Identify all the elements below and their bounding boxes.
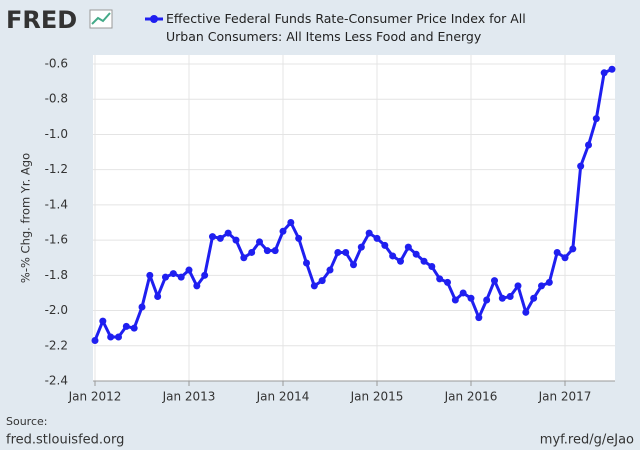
point: [99, 317, 107, 325]
point: [240, 254, 248, 262]
x-tick-label: Jan 2012: [68, 390, 122, 404]
logo-icon: [89, 9, 113, 29]
y-tick-label: -2.4: [45, 374, 68, 388]
point: [201, 271, 209, 279]
legend-marker: [150, 15, 158, 23]
point: [428, 263, 436, 271]
point: [256, 238, 263, 246]
logo: FRED: [6, 6, 77, 34]
point: [318, 277, 326, 285]
point: [545, 278, 553, 286]
x-tick-label: Jan 2013: [162, 390, 216, 404]
point: [177, 273, 185, 281]
point: [436, 275, 444, 283]
point: [569, 245, 577, 253]
y-tick-label: -1.8: [45, 268, 68, 282]
point: [451, 296, 459, 304]
y-tick-label: -1.4: [45, 197, 68, 211]
point: [115, 333, 122, 341]
short-url: myf.red/g/eJao: [540, 433, 634, 448]
point: [420, 257, 428, 265]
y-axis-label: %-% Chg. from Yr. Ago: [19, 153, 33, 283]
point: [185, 266, 193, 274]
y-tick-label: -1.0: [45, 127, 68, 141]
y-tick-label: -2.2: [45, 338, 68, 352]
point: [498, 294, 506, 302]
point: [389, 252, 397, 260]
plot-area: [93, 55, 615, 381]
point: [232, 236, 240, 244]
point: [412, 250, 420, 258]
point: [326, 266, 334, 274]
point: [506, 292, 514, 300]
point: [585, 141, 592, 149]
source-label: Source:: [6, 415, 48, 428]
point: [459, 289, 467, 297]
point: [263, 247, 271, 255]
y-tick-label: -1.2: [45, 162, 68, 176]
point: [357, 243, 365, 251]
point: [224, 229, 232, 237]
point: [122, 322, 130, 330]
point: [561, 254, 569, 262]
point: [279, 227, 287, 235]
source: fred.stlouisfed.org: [6, 433, 124, 448]
x-tick-label: Jan 2016: [444, 390, 498, 404]
point: [295, 234, 303, 242]
point: [365, 229, 373, 237]
point: [138, 303, 146, 311]
point: [248, 248, 256, 256]
point: [530, 294, 538, 302]
point: [162, 273, 169, 281]
point: [146, 271, 154, 279]
point: [334, 248, 342, 256]
point: [130, 324, 138, 332]
point: [107, 333, 115, 341]
point: [303, 259, 310, 267]
point: [444, 278, 451, 286]
y-tick-label: -0.8: [45, 92, 68, 106]
point: [342, 248, 350, 256]
point: [154, 292, 162, 300]
point: [491, 277, 498, 285]
point: [538, 282, 545, 290]
point: [553, 248, 561, 256]
point: [608, 65, 616, 73]
point: [397, 257, 404, 265]
point: [271, 247, 279, 255]
y-tick-label: -0.6: [45, 57, 68, 71]
point: [310, 282, 318, 290]
point: [475, 314, 483, 322]
x-tick-label: Jan 2015: [350, 390, 404, 404]
point: [467, 294, 475, 302]
point: [404, 243, 412, 251]
x-tick-label: Jan 2017: [538, 390, 592, 404]
y-tick-label: -1.6: [45, 233, 68, 247]
point: [514, 282, 522, 290]
point: [350, 261, 357, 269]
point: [600, 69, 608, 77]
point: [209, 233, 216, 241]
y-tick-label: -2.0: [45, 303, 68, 317]
point: [522, 308, 530, 316]
point: [169, 270, 177, 278]
point: [373, 234, 381, 242]
point: [577, 162, 585, 170]
point: [287, 219, 295, 226]
point: [483, 296, 491, 304]
point: [381, 241, 389, 249]
point: [592, 115, 600, 123]
x-tick-label: Jan 2014: [256, 390, 310, 404]
point: [91, 336, 99, 344]
point: [216, 234, 224, 242]
legend-label: Effective Federal Funds Rate-Consumer Pr…: [166, 11, 526, 44]
point: [193, 282, 201, 290]
